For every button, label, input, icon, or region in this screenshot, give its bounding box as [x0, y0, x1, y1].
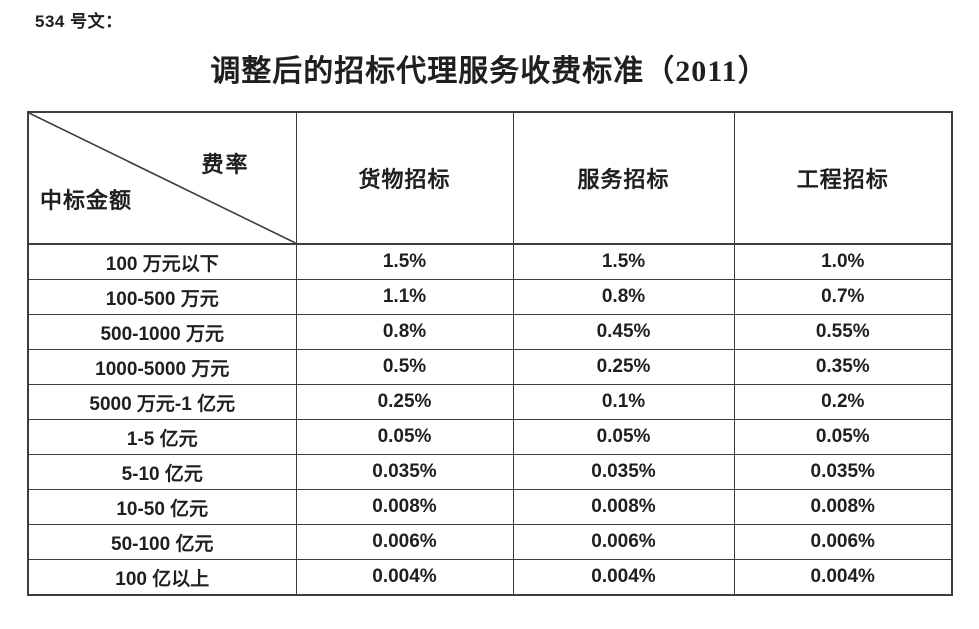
fee-table: 费率 中标金额 货物招标 服务招标 工程招标 100 万元以下 1.5% 1.5… — [27, 111, 953, 596]
row-label: 100-500 万元 — [27, 279, 297, 315]
diagonal-header-cell: 费率 中标金额 — [27, 111, 297, 245]
fee-cell: 0.05% — [512, 419, 735, 455]
fee-cell: 0.008% — [295, 489, 514, 525]
table-row: 1000-5000 万元 0.5% 0.25% 0.35% — [27, 349, 953, 385]
row-label: 10-50 亿元 — [27, 489, 297, 525]
page-title: 调整后的招标代理服务收费标准（2011） — [210, 55, 769, 88]
fee-cell: 0.004% — [512, 559, 735, 596]
table-row: 5000 万元-1 亿元 0.25% 0.1% 0.2% — [27, 384, 953, 420]
fee-cell: 0.5% — [295, 349, 514, 385]
fee-cell: 0.006% — [512, 524, 735, 560]
fee-cell: 0.2% — [733, 384, 953, 420]
row-label: 100 亿以上 — [27, 559, 297, 596]
fee-cell: 0.8% — [295, 314, 514, 350]
row-label: 1000-5000 万元 — [27, 349, 297, 385]
fee-cell: 0.8% — [512, 279, 735, 315]
row-label: 500-1000 万元 — [27, 314, 297, 350]
table-row: 100 亿以上 0.004% 0.004% 0.004% — [27, 559, 953, 596]
fee-cell: 0.25% — [295, 384, 514, 420]
fee-cell: 0.035% — [512, 454, 735, 490]
table-header-row: 费率 中标金额 货物招标 服务招标 工程招标 — [27, 111, 953, 245]
fee-cell: 0.55% — [733, 314, 953, 350]
fee-cell: 0.05% — [295, 419, 514, 455]
fee-cell: 0.1% — [512, 384, 735, 420]
row-label: 1-5 亿元 — [27, 419, 297, 455]
table-row: 5-10 亿元 0.035% 0.035% 0.035% — [27, 454, 953, 490]
doc-number-label: 534 号文： — [35, 12, 123, 31]
diagonal-line — [29, 113, 296, 243]
fee-cell: 0.004% — [733, 559, 953, 596]
fee-cell: 0.004% — [295, 559, 514, 596]
table-row: 1-5 亿元 0.05% 0.05% 0.05% — [27, 419, 953, 455]
column-header-goods: 货物招标 — [295, 111, 514, 245]
fee-cell: 1.1% — [295, 279, 514, 315]
table-row: 100 万元以下 1.5% 1.5% 1.0% — [27, 243, 953, 280]
table-row: 500-1000 万元 0.8% 0.45% 0.55% — [27, 314, 953, 350]
fee-cell: 0.035% — [295, 454, 514, 490]
fee-cell: 0.7% — [733, 279, 953, 315]
fee-cell: 0.25% — [512, 349, 735, 385]
fee-cell: 0.45% — [512, 314, 735, 350]
corner-label-fee-rate: 费率 — [201, 152, 250, 177]
row-label: 5000 万元-1 亿元 — [27, 384, 297, 420]
fee-cell: 1.5% — [295, 243, 514, 280]
row-label: 100 万元以下 — [27, 243, 297, 280]
fee-cell: 0.008% — [733, 489, 953, 525]
fee-cell: 0.35% — [733, 349, 953, 385]
column-header-engineering: 工程招标 — [733, 111, 953, 245]
fee-cell: 0.008% — [512, 489, 735, 525]
fee-cell: 0.035% — [733, 454, 953, 490]
fee-cell: 0.006% — [733, 524, 953, 560]
fee-cell: 1.0% — [733, 243, 953, 280]
row-label: 5-10 亿元 — [27, 454, 297, 490]
row-label: 50-100 亿元 — [27, 524, 297, 560]
table-row: 100-500 万元 1.1% 0.8% 0.7% — [27, 279, 953, 315]
fee-cell: 0.05% — [733, 419, 953, 455]
column-header-services: 服务招标 — [512, 111, 735, 245]
table-row: 50-100 亿元 0.006% 0.006% 0.006% — [27, 524, 953, 560]
fee-cell: 0.006% — [295, 524, 514, 560]
table-row: 10-50 亿元 0.008% 0.008% 0.008% — [27, 489, 953, 525]
fee-cell: 1.5% — [512, 243, 735, 280]
corner-label-bid-amount: 中标金额 — [40, 188, 133, 213]
